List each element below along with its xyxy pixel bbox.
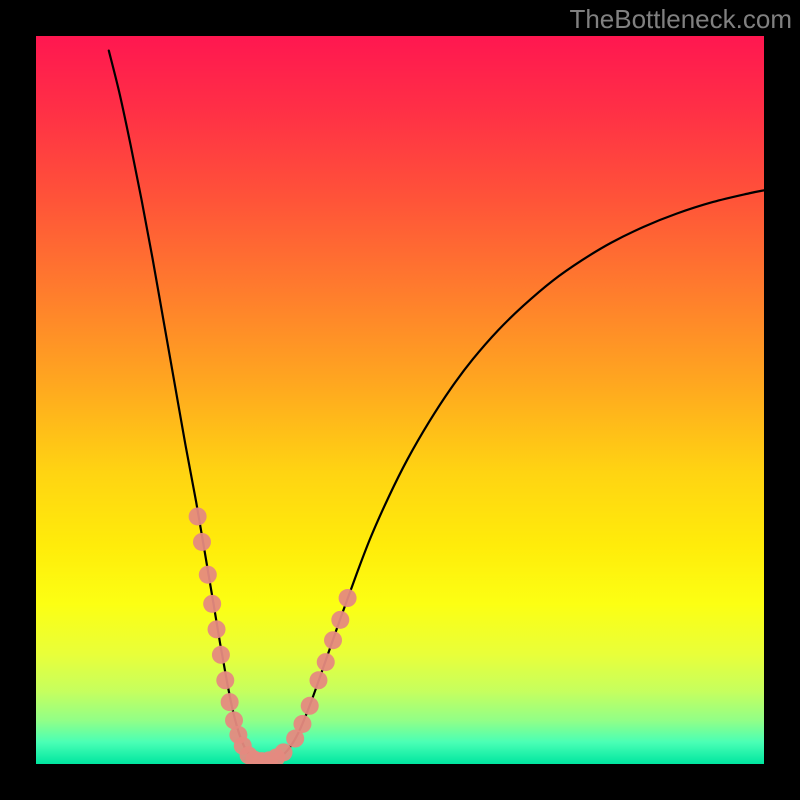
data-marker [193,533,211,551]
data-marker [216,671,234,689]
data-marker [212,646,230,664]
data-marker [324,631,342,649]
data-marker [309,671,327,689]
gradient-background [36,36,764,764]
data-marker [339,589,357,607]
data-marker [293,715,311,733]
data-marker [199,566,217,584]
data-marker [331,611,349,629]
chart-svg [36,36,764,764]
plot-area [36,36,764,764]
watermark-text: TheBottleneck.com [569,4,792,35]
data-marker [301,697,319,715]
data-marker [189,507,207,525]
data-marker [203,595,221,613]
data-marker [317,653,335,671]
data-marker [221,693,239,711]
data-marker [275,743,293,761]
data-marker [208,620,226,638]
chart-root: TheBottleneck.com [0,0,800,800]
